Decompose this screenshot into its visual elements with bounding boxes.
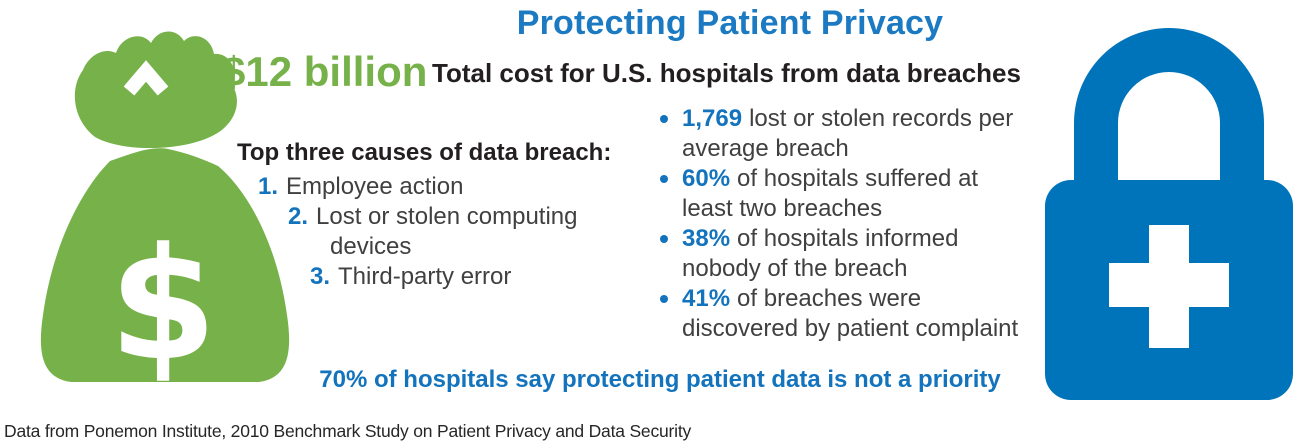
causes-heading: Top three causes of data breach: <box>237 139 612 166</box>
medical-lock-icon <box>1045 28 1293 400</box>
stat-text-continued: nobody of the breach <box>682 255 908 282</box>
cause-text: Lost or stolen computing <box>316 203 578 230</box>
cause-item: 2. Lost or stolen computing devices <box>288 202 647 262</box>
money-bag-body <box>40 148 290 382</box>
cause-number: 2. <box>288 203 309 230</box>
stat-item: 1,769 lost or stolen records per average … <box>655 104 1050 164</box>
cause-text-continued: devices <box>330 233 412 260</box>
headline-text: Total cost for U.S. hospitals from data … <box>432 58 1021 88</box>
stat-text-continued: average breach <box>682 135 849 162</box>
cause-number: 1. <box>258 173 279 200</box>
stat-text: of hospitals suffered at <box>737 165 979 192</box>
lock-shackle <box>1074 28 1264 238</box>
key-statement: 70% of hospitals say protecting patient … <box>319 366 1001 393</box>
medical-cross-icon <box>1109 225 1229 348</box>
stat-text-continued: discovered by patient complaint <box>682 315 1019 342</box>
stats-section: 1,769 lost or stolen records per average … <box>655 104 1050 344</box>
stat-text-continued: least two breaches <box>682 195 883 222</box>
stat-item: 60% of hospitals suffered at least two br… <box>655 164 1050 224</box>
page-title: Protecting Patient Privacy <box>516 4 944 42</box>
chevron-icon <box>123 60 169 96</box>
stat-item: 41% of breaches were discovered by patien… <box>655 284 1050 344</box>
stat-item: 38% of hospitals informed nobody of the b… <box>655 224 1050 284</box>
stat-value: 60% <box>682 165 731 192</box>
cause-item: 1. Employee action <box>258 172 647 202</box>
source-attribution: Data from Ponemon Institute, 2010 Benchm… <box>4 421 692 441</box>
money-bag-icon: $ <box>40 31 290 395</box>
cause-item: 3. Third-party error <box>310 262 647 292</box>
cause-text: Employee action <box>286 173 464 200</box>
headline-amount: $12 billion <box>222 48 428 95</box>
stat-text: of breaches were <box>737 285 922 312</box>
stat-value: 41% <box>682 285 731 312</box>
causes-section: Top three causes of data breach: 1. Emplo… <box>237 139 647 292</box>
stat-text: lost or stolen records per <box>749 105 1014 132</box>
dollar-sign: $ <box>109 214 217 395</box>
cause-number: 3. <box>310 263 331 290</box>
causes-list: 1. Employee action 2. Lost or stolen compu… <box>237 172 647 292</box>
stat-value: 1,769 <box>682 105 743 132</box>
stat-text: of hospitals informed <box>737 225 959 252</box>
cause-text: Third-party error <box>338 263 512 290</box>
stats-list: 1,769 lost or stolen records per average … <box>655 104 1050 344</box>
stat-value: 38% <box>682 225 731 252</box>
